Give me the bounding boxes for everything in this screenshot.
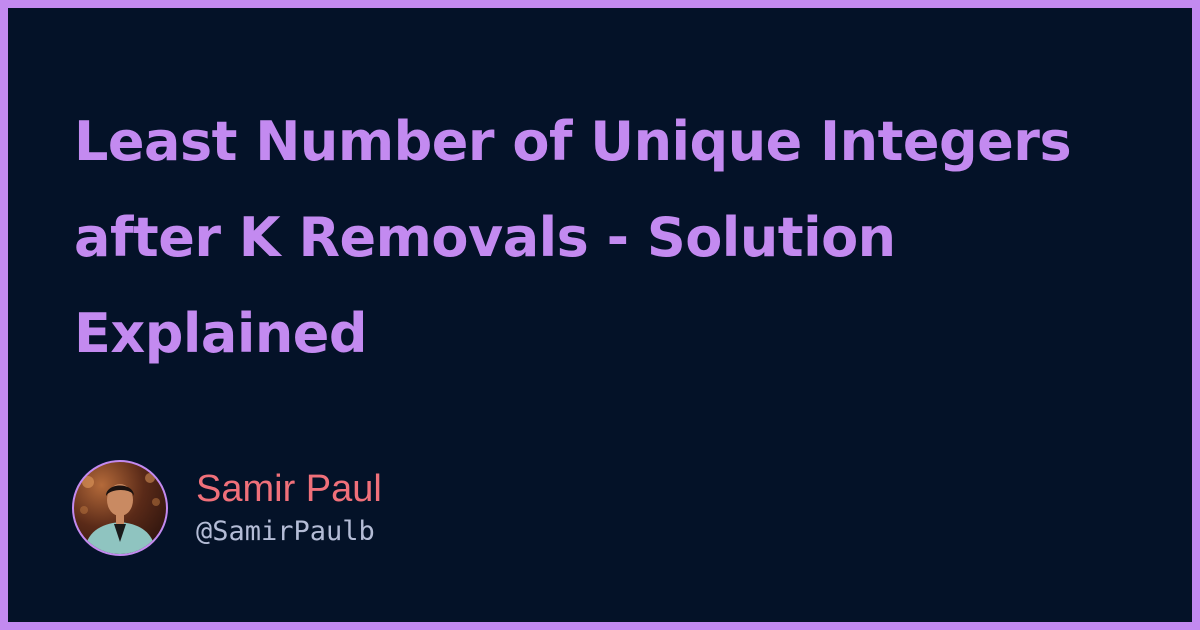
avatar <box>72 460 168 556</box>
author-handle: @SamirPaulb <box>196 516 375 547</box>
author-block: Samir Paul @SamirPaulb <box>72 458 382 558</box>
author-name: Samir Paul <box>196 468 382 510</box>
page-title: Least Number of Unique Integers after K … <box>74 110 1072 365</box>
author-text: Samir Paul @SamirPaulb <box>196 466 382 550</box>
social-card: Least Number of Unique Integers after K … <box>8 8 1192 622</box>
avatar-portrait-icon <box>80 473 160 554</box>
